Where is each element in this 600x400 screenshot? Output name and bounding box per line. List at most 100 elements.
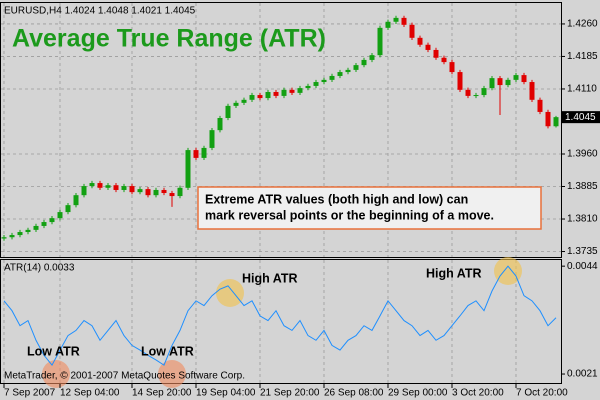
x-tick-label: 3 Oct 20:00	[452, 388, 504, 399]
candle-body	[153, 189, 159, 196]
candle-body	[273, 92, 279, 96]
candle-body	[385, 21, 391, 28]
candle-body	[441, 57, 447, 63]
y-tick-label: 0.0044	[567, 261, 598, 272]
y-tick-label: 1.3735	[567, 246, 598, 257]
candle-body	[377, 27, 383, 56]
candle-body	[289, 89, 295, 93]
candle-body	[345, 69, 351, 73]
candle-body	[89, 183, 95, 187]
candle-body	[225, 105, 231, 119]
copyright: MetaTrader, © 2001-2007 MetaQuotes Softw…	[4, 371, 245, 382]
candle-body	[449, 62, 455, 73]
candle-body	[513, 75, 519, 80]
atr-line	[3, 265, 557, 367]
annotation: High ATR	[242, 271, 298, 285]
candle-body	[233, 102, 239, 106]
candle-body	[201, 147, 207, 158]
candle-body	[321, 79, 327, 83]
y-tick-label: 1.3810	[567, 214, 598, 225]
candle-body	[465, 89, 471, 96]
current-price: 1.4045	[565, 112, 596, 123]
candle-body	[353, 65, 359, 70]
candle-body	[281, 89, 287, 96]
candle-body	[185, 150, 191, 188]
candle-body	[433, 49, 439, 58]
candle-body	[73, 195, 79, 206]
candle-body	[529, 82, 535, 100]
candle-body	[393, 17, 399, 22]
candle-body	[497, 78, 503, 86]
candle-body	[9, 235, 15, 238]
candle-body	[369, 55, 375, 60]
annotation: Low ATR	[141, 344, 194, 358]
candle-body	[473, 95, 479, 97]
x-tick-label: 29 Sep 00:00	[388, 388, 448, 399]
candle-body	[1, 237, 7, 239]
candle-body	[361, 59, 367, 66]
highlight	[42, 360, 70, 388]
indicator-label: ATR(14) 0.0033	[4, 263, 75, 274]
candle-body	[209, 130, 215, 148]
candle-body	[329, 75, 335, 80]
candle-body	[193, 150, 199, 158]
candle-body	[81, 186, 87, 196]
candle-body	[401, 17, 407, 25]
annotation: Low ATR	[27, 344, 80, 358]
price-tag	[562, 111, 600, 124]
x-tick-label: 19 Sep 04:00	[196, 388, 256, 399]
highlight	[494, 257, 522, 285]
candle-body	[65, 205, 71, 213]
candle-body	[129, 186, 135, 193]
candle-body	[137, 189, 143, 193]
y-tick-label: 1.4185	[567, 51, 598, 62]
y-tick-label: 1.3885	[567, 181, 598, 192]
candle-body	[505, 79, 511, 86]
candle-body	[337, 72, 343, 76]
y-tick-label: 0.0021	[567, 369, 598, 380]
candle-body	[313, 82, 319, 86]
marks	[1, 15, 559, 367]
candle-body	[113, 185, 119, 190]
callout-text: Extreme ATR values (both high and low) c…	[205, 192, 468, 206]
candle-body	[489, 78, 495, 89]
y-tick-label: 1.4260	[567, 19, 598, 30]
candle-body	[425, 44, 431, 50]
candle-body	[457, 72, 463, 90]
highlight	[216, 279, 244, 307]
x-tick-label: 14 Sep 20:00	[132, 388, 192, 399]
atr-panel	[0, 259, 562, 384]
candle-body	[249, 95, 255, 100]
candle-body	[409, 24, 415, 38]
candle-body	[545, 111, 551, 127]
candle-body	[17, 232, 23, 236]
candle-body	[145, 189, 151, 196]
candle-body	[537, 99, 543, 112]
candle-body	[177, 187, 183, 197]
candle-body	[241, 99, 247, 103]
callout-box	[197, 186, 542, 230]
candle-body	[553, 117, 559, 127]
y-tick-label: 1.3960	[567, 149, 598, 160]
annotation: High ATR	[426, 266, 482, 280]
candle-body	[417, 37, 423, 45]
highlight	[158, 360, 186, 388]
title: Average True Range (ATR)	[12, 25, 326, 53]
candle-body	[33, 225, 39, 230]
candle-body	[217, 118, 223, 131]
x-tick-label: 12 Sep 04:00	[60, 388, 120, 399]
candle-body	[305, 85, 311, 89]
candle-body	[521, 75, 527, 83]
candle-body	[57, 212, 63, 219]
callout-text: mark reversal points or the beginning of…	[205, 208, 494, 222]
candle-body	[41, 222, 47, 226]
x-tick-label: 26 Sep 08:00	[324, 388, 384, 399]
candle-body	[169, 193, 175, 197]
header: EURUSD,H4 1.4024 1.4048 1.4021 1.4045	[4, 6, 196, 17]
candle-body	[161, 189, 167, 194]
candle-body	[297, 88, 303, 93]
x-tick-label: 7 Sep 2007	[4, 388, 56, 399]
candle-body	[265, 92, 271, 99]
x-tick-label: 7 Oct 20:00	[516, 388, 568, 399]
